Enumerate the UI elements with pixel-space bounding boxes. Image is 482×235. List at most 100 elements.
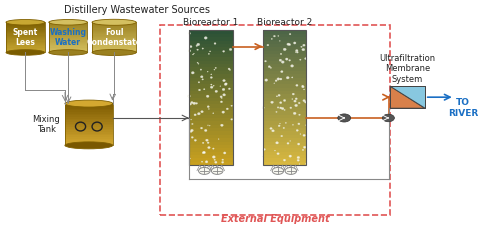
Bar xyxy=(49,38,87,39)
Bar xyxy=(160,25,390,215)
Bar xyxy=(263,104,306,108)
Bar xyxy=(263,54,306,57)
Bar xyxy=(92,22,136,24)
Ellipse shape xyxy=(292,77,293,78)
Ellipse shape xyxy=(292,93,295,95)
Ellipse shape xyxy=(198,113,200,115)
Ellipse shape xyxy=(281,107,284,110)
Bar xyxy=(6,43,45,45)
Bar xyxy=(49,42,87,44)
Ellipse shape xyxy=(191,137,193,138)
Bar xyxy=(189,121,233,125)
Bar xyxy=(263,121,306,125)
Ellipse shape xyxy=(200,69,201,70)
Ellipse shape xyxy=(201,127,202,129)
Bar xyxy=(65,110,113,112)
Bar xyxy=(92,46,136,48)
Bar xyxy=(189,57,233,61)
Bar xyxy=(6,50,45,51)
Ellipse shape xyxy=(277,153,279,155)
Bar xyxy=(92,23,136,25)
Ellipse shape xyxy=(271,38,272,39)
Bar xyxy=(49,29,87,31)
Ellipse shape xyxy=(294,100,296,102)
Ellipse shape xyxy=(209,125,210,126)
Ellipse shape xyxy=(295,98,297,100)
Ellipse shape xyxy=(197,49,199,50)
Bar xyxy=(65,123,113,125)
Bar xyxy=(189,141,233,145)
Bar xyxy=(189,118,233,121)
Bar xyxy=(6,45,45,47)
Bar xyxy=(65,108,113,110)
Bar xyxy=(189,67,233,71)
Bar xyxy=(263,70,306,74)
Ellipse shape xyxy=(300,133,301,134)
Bar xyxy=(6,28,45,30)
Bar xyxy=(92,47,136,49)
Bar xyxy=(6,25,45,27)
Bar xyxy=(189,74,233,78)
Bar xyxy=(6,48,45,50)
Ellipse shape xyxy=(202,48,203,49)
Bar xyxy=(263,148,306,152)
Ellipse shape xyxy=(215,67,216,69)
Ellipse shape xyxy=(280,123,281,124)
Ellipse shape xyxy=(207,142,209,144)
Bar xyxy=(92,31,136,33)
Bar xyxy=(92,48,136,50)
Ellipse shape xyxy=(203,151,206,154)
Ellipse shape xyxy=(220,124,223,126)
Bar xyxy=(49,28,87,30)
Ellipse shape xyxy=(223,94,226,96)
Ellipse shape xyxy=(302,86,304,88)
Bar xyxy=(189,50,233,54)
Ellipse shape xyxy=(214,161,217,163)
Bar xyxy=(189,94,233,98)
Ellipse shape xyxy=(294,42,296,44)
Bar xyxy=(263,37,306,40)
Bar xyxy=(49,50,87,51)
Bar xyxy=(92,24,136,26)
Ellipse shape xyxy=(208,109,209,110)
Bar xyxy=(49,30,87,32)
Ellipse shape xyxy=(49,50,87,55)
Bar xyxy=(189,155,233,158)
Ellipse shape xyxy=(65,142,113,149)
Ellipse shape xyxy=(205,161,208,163)
Ellipse shape xyxy=(188,50,191,52)
Bar xyxy=(92,51,136,52)
Bar xyxy=(49,31,87,33)
Bar xyxy=(49,51,87,52)
Ellipse shape xyxy=(192,54,194,55)
Bar xyxy=(189,148,233,152)
Bar xyxy=(65,137,113,139)
Ellipse shape xyxy=(201,76,203,78)
Ellipse shape xyxy=(293,112,296,115)
Ellipse shape xyxy=(222,161,224,163)
Ellipse shape xyxy=(201,111,203,113)
Bar xyxy=(189,30,233,34)
Bar xyxy=(189,131,233,135)
Bar xyxy=(92,36,136,38)
Ellipse shape xyxy=(276,96,278,97)
Bar xyxy=(49,46,87,48)
Bar xyxy=(92,34,136,35)
Ellipse shape xyxy=(206,95,209,98)
Ellipse shape xyxy=(190,131,192,133)
Ellipse shape xyxy=(231,118,233,120)
Ellipse shape xyxy=(268,66,270,68)
Bar xyxy=(6,34,45,35)
Bar xyxy=(189,84,233,88)
Ellipse shape xyxy=(6,20,45,25)
Bar xyxy=(49,40,87,42)
Bar xyxy=(65,125,113,127)
Bar xyxy=(6,41,45,43)
Ellipse shape xyxy=(272,130,274,132)
Ellipse shape xyxy=(280,78,282,80)
Bar xyxy=(6,46,45,48)
Ellipse shape xyxy=(213,85,214,86)
Ellipse shape xyxy=(214,43,216,44)
Bar xyxy=(6,39,45,40)
Bar xyxy=(189,87,233,91)
